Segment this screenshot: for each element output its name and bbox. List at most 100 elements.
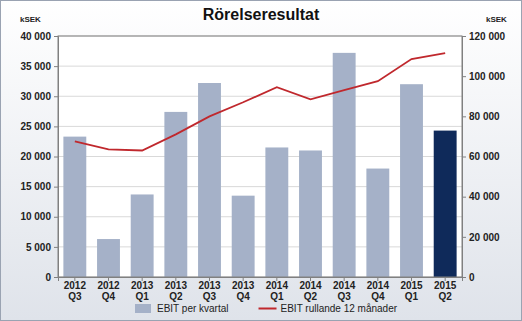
bar [400, 84, 423, 277]
tick-label: 100 000 [469, 71, 506, 82]
legend-swatch [259, 308, 277, 310]
tick-label: 5 000 [26, 242, 51, 253]
line [75, 53, 445, 150]
bar [299, 150, 322, 277]
y2-axis-title: kSEK [486, 15, 507, 24]
bar [333, 53, 356, 277]
bar [97, 239, 120, 277]
tick-mark [462, 36, 466, 37]
tick: 2012Q3 [64, 277, 87, 302]
axis-line [463, 37, 467, 278]
bar [131, 194, 154, 277]
tick-mark [462, 237, 466, 238]
tick-label: 2013Q1 [131, 280, 154, 302]
tick-mark [54, 126, 58, 127]
tick-label: 2014Q4 [367, 280, 390, 302]
tick-mark [462, 116, 466, 117]
tick: 35 000 [20, 61, 58, 72]
tick-label: 0 [469, 272, 475, 283]
grid [58, 36, 462, 277]
tick: 20 000 [20, 151, 58, 162]
tick-label: 35 000 [20, 61, 51, 72]
tick: 40 000 [20, 31, 58, 42]
tick: 40 000 [462, 191, 500, 202]
bar [366, 169, 389, 277]
tick: 5 000 [26, 242, 58, 253]
tick-label: 2013Q4 [232, 280, 255, 302]
tick: 2014Q4 [367, 277, 390, 302]
tick-mark [54, 157, 58, 158]
tick-label: 25 000 [20, 121, 51, 132]
tick: 15 000 [20, 181, 58, 192]
tick-mark [54, 247, 58, 248]
tick: 0 [462, 272, 475, 283]
tick-label: 40 000 [469, 191, 500, 202]
tick-label: 2014Q2 [299, 280, 322, 302]
axis-line [54, 37, 59, 278]
tick: 60 000 [462, 151, 500, 162]
tick-label: 60 000 [469, 151, 500, 162]
plot-area [58, 36, 462, 277]
tick: 2013Q4 [232, 277, 255, 302]
tick-label: 0 [45, 272, 51, 283]
tick-mark [54, 277, 58, 278]
tick-label: 20 000 [20, 151, 51, 162]
tick: 2014Q2 [299, 277, 322, 302]
legend-label: EBIT rullande 12 månader [281, 303, 398, 314]
title: Rörelseresultat [203, 6, 320, 23]
tick-mark [462, 76, 466, 77]
tick-mark [54, 217, 58, 218]
tick-label: 40 000 [20, 31, 51, 42]
tick: 0 [45, 272, 58, 283]
tick-label: 2012Q4 [97, 280, 120, 302]
bar [63, 137, 86, 277]
chart: 0 5 000 10 000 15 000 20 000 25 000 30 000 35 0… [0, 0, 522, 321]
tick-label: 15 000 [20, 181, 51, 192]
tick: 2013Q2 [165, 277, 188, 302]
tick-label: 2012Q3 [64, 280, 87, 302]
x-axis: 2012Q32012Q42013Q12013Q22013Q32013Q42014… [59, 277, 463, 302]
tick: 120 000 [462, 31, 506, 42]
tick-label: 2014Q1 [266, 280, 289, 302]
plot-frame [58, 36, 462, 277]
tick: 2014Q3 [333, 277, 356, 302]
tick: 20 000 [462, 232, 500, 243]
tick-label: 2015Q1 [400, 280, 423, 302]
tick: 10 000 [20, 211, 58, 222]
tick-label: 20 000 [469, 232, 500, 243]
y2-axis: 0 20 000 40 000 60 000 80 000 100 000 120 000 [462, 31, 506, 283]
tick-label: 2015Q2 [434, 280, 457, 302]
tick-mark [462, 197, 466, 198]
tick-label: 80 000 [469, 111, 500, 122]
tick-mark [54, 96, 58, 97]
tick-mark [54, 187, 58, 188]
legend-item: EBIT per kvartal [135, 303, 229, 314]
legend-swatch [135, 304, 151, 313]
tick-mark [54, 66, 58, 67]
tick: 2013Q1 [131, 277, 154, 302]
tick: 80 000 [462, 111, 500, 122]
y-axis-title: kSEK [20, 15, 41, 24]
bar [434, 131, 457, 277]
tick: 25 000 [20, 121, 58, 132]
y-axis: 0 5 000 10 000 15 000 20 000 25 000 30 000 35 0… [20, 31, 58, 283]
tick: 2014Q1 [266, 277, 289, 302]
tick-label: 2013Q2 [165, 280, 188, 302]
tick-label: 2014Q3 [333, 280, 356, 302]
bar [265, 147, 288, 277]
tick-mark [54, 36, 58, 37]
bar [232, 196, 255, 277]
bar [164, 112, 187, 277]
background [1, 1, 522, 321]
marks [63, 53, 456, 277]
tick: 2012Q4 [97, 277, 120, 302]
tick: 2015Q1 [400, 277, 423, 302]
tick: 100 000 [462, 71, 506, 82]
legend: EBIT per kvartal EBIT rullande 12 månader [135, 303, 398, 314]
legend-label: EBIT per kvartal [157, 303, 229, 314]
tick: 2015Q2 [434, 277, 457, 302]
legend-item: EBIT rullande 12 månader [259, 303, 398, 314]
tick-label: 30 000 [20, 91, 51, 102]
tick-label: 10 000 [20, 211, 51, 222]
tick-label: 120 000 [469, 31, 506, 42]
